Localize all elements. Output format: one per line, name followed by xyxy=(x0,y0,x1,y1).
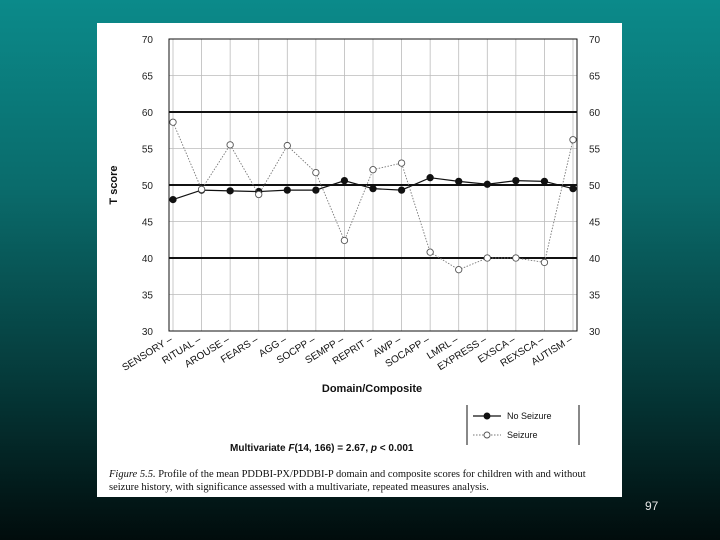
legend-marker-no-seizure xyxy=(483,412,491,420)
y-tick-left-40: 40 xyxy=(142,254,154,265)
point-no-seizure-socapp xyxy=(426,174,434,182)
point-seizure-exsca xyxy=(512,254,520,262)
y-tick-right-70: 70 xyxy=(589,35,601,46)
y-tick-left-60: 60 xyxy=(142,108,154,119)
point-no-seizure-exsca xyxy=(512,176,520,185)
point-no-seizure-rexsca xyxy=(540,177,549,186)
stats-p-symbol: p xyxy=(370,443,378,454)
point-no-seizure-sensory xyxy=(169,195,177,204)
point-seizure-rexsca xyxy=(540,258,549,267)
series-no-seizure xyxy=(169,174,577,204)
multivariate-stats-note: Multivariate F(14, 166) = 2.67, p < 0.00… xyxy=(230,443,413,454)
y-tick-right-65: 65 xyxy=(589,72,601,83)
point-seizure-arouse xyxy=(226,141,234,149)
figure-caption: Figure 5.5. Profile of the mean PDDBI-PX… xyxy=(109,468,614,494)
y-tick-right-45: 45 xyxy=(589,218,601,229)
point-no-seizure-lmrl xyxy=(455,177,463,186)
line-chart: 30 30 35 35 40 40 45 45 50 50 55 55 60 60 65 65 70 70 SEN… xyxy=(108,35,601,445)
point-no-seizure-arouse xyxy=(226,187,234,195)
caption-text: Profile of the mean PDDBI-PX/PDDBI-P dom… xyxy=(109,469,586,493)
caption-label: Figure 5.5. xyxy=(109,469,156,480)
stats-p-value: < 0.001 xyxy=(377,443,414,454)
point-no-seizure-agg xyxy=(283,186,291,194)
legend-marker-seizure xyxy=(483,431,491,439)
point-seizure-socapp xyxy=(426,248,434,256)
point-seizure-autism xyxy=(569,136,577,144)
series-layer xyxy=(169,118,577,274)
point-seizure-fears xyxy=(255,190,263,199)
point-seizure-socpp xyxy=(312,168,320,177)
stats-f-value: (14, 166) = 2.67, xyxy=(294,443,371,454)
plot-frame xyxy=(168,38,578,332)
point-seizure-sempp xyxy=(340,236,349,245)
legend-label-no-seizure: No Seizure xyxy=(507,411,552,421)
y-tick-left-35: 35 xyxy=(142,291,154,302)
point-seizure-sensory xyxy=(169,118,177,126)
figure-panel: 30 30 35 35 40 40 45 45 50 50 55 55 60 60 65 65 70 70 SEN… xyxy=(97,23,622,497)
y-tick-left-65: 65 xyxy=(142,72,154,83)
y-tick-labels: 30 30 35 35 40 40 45 45 50 50 55 55 60 60 65 65 70 70 xyxy=(142,35,601,338)
y-tick-left-30: 30 xyxy=(142,327,154,338)
y-tick-right-30: 30 xyxy=(589,327,601,338)
y-tick-left-55: 55 xyxy=(142,145,154,156)
stats-f-symbol: F xyxy=(288,443,295,454)
point-seizure-lmrl xyxy=(455,266,463,274)
x-tick-labels: SENSORY –RITUAL –AROUSE –FEARS –AGG –SOC… xyxy=(121,334,575,374)
point-no-seizure-sempp xyxy=(340,176,349,185)
point-seizure-ritual xyxy=(197,185,206,194)
point-seizure-agg xyxy=(283,141,291,150)
legend-label-seizure: Seizure xyxy=(507,430,538,440)
point-no-seizure-socpp xyxy=(312,186,320,194)
y-tick-right-40: 40 xyxy=(589,254,601,265)
point-seizure-reprit xyxy=(369,166,377,174)
stats-prefix: Multivariate xyxy=(230,443,289,454)
point-no-seizure-autism xyxy=(569,184,577,193)
y-tick-right-50: 50 xyxy=(589,181,601,192)
point-no-seizure-awp xyxy=(397,186,406,194)
point-seizure-awp xyxy=(397,159,406,167)
y-tick-right-35: 35 xyxy=(589,291,601,302)
y-tick-right-55: 55 xyxy=(589,145,601,156)
y-tick-left-50: 50 xyxy=(142,181,154,192)
y-tick-left-70: 70 xyxy=(142,35,154,46)
point-no-seizure-reprit xyxy=(369,184,377,193)
point-no-seizure-express xyxy=(483,180,491,188)
x-axis-label: Domain/Composite xyxy=(322,383,422,395)
y-tick-right-60: 60 xyxy=(589,108,601,119)
series-seizure xyxy=(169,118,577,274)
legend: No Seizure Seizure xyxy=(466,405,580,445)
y-axis-label: T score xyxy=(108,165,120,204)
point-seizure-express xyxy=(483,254,491,262)
y-tick-left-45: 45 xyxy=(142,218,154,229)
page-number: 97 xyxy=(645,499,659,513)
